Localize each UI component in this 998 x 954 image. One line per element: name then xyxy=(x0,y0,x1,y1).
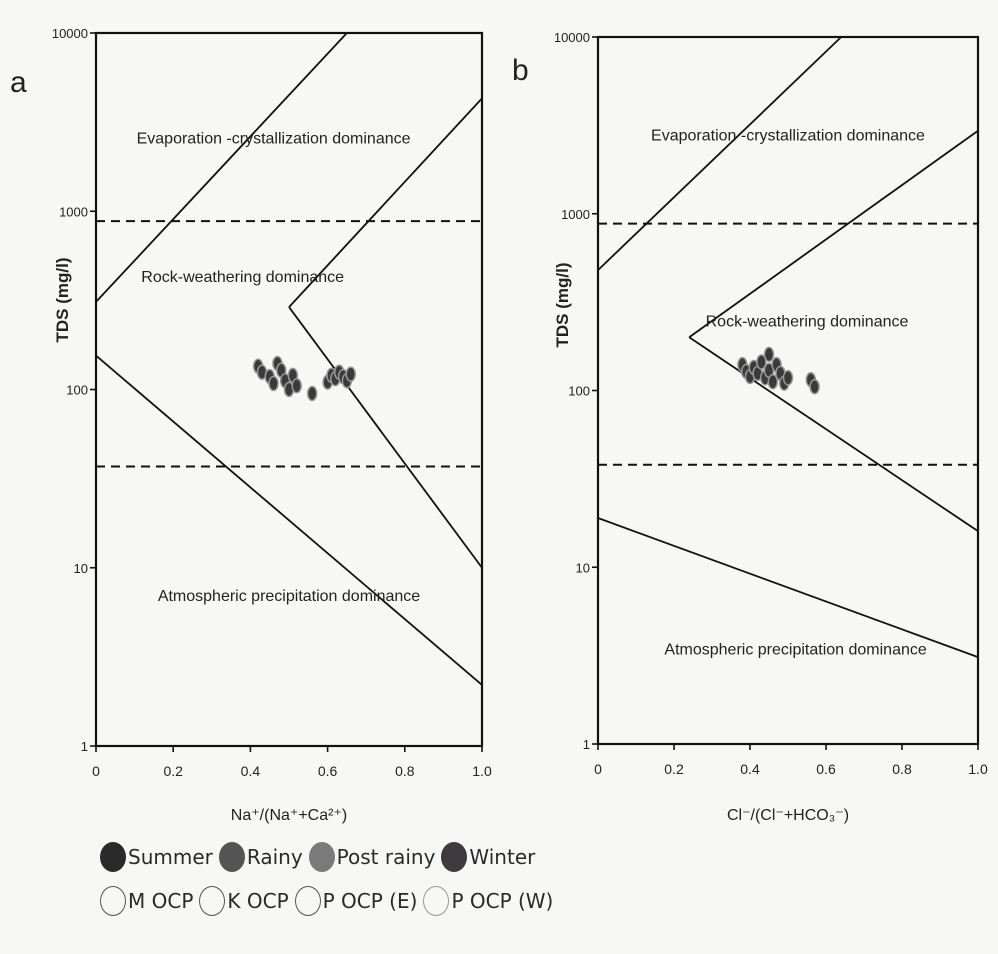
boundary-line xyxy=(688,336,979,532)
legend-label-rainy: Rainy xyxy=(246,845,303,869)
y-axis-label: TDS (mg/l) xyxy=(553,263,572,348)
x-tick-label: 0.8 xyxy=(395,763,415,779)
region-label: Evaporation -crystallization dominance xyxy=(651,127,925,144)
y-axis-label: TDS (mg/l) xyxy=(53,258,72,343)
legend-seasons: Summer Rainy Post rainy Winter xyxy=(100,840,700,874)
legend-item-winter: Winter xyxy=(441,842,535,872)
boundary-line xyxy=(95,354,483,686)
y-tick-label: 100 xyxy=(568,384,590,399)
post-rainy-marker-icon xyxy=(308,842,335,872)
data-point xyxy=(782,370,794,386)
y-tick-label: 10000 xyxy=(52,26,88,41)
y-tick-label: 10000 xyxy=(554,30,590,45)
legend-item-p-ocp-w: P OCP (W) xyxy=(423,886,553,916)
data-point xyxy=(767,374,779,390)
data-point xyxy=(345,366,357,382)
legend-label-p-ocp-w: P OCP (W) xyxy=(451,889,554,913)
data-point xyxy=(756,354,767,370)
m-ocp-marker-icon xyxy=(100,886,126,916)
legend-label-post-rainy: Post rainy xyxy=(336,845,436,869)
p-ocp-w-marker-icon xyxy=(423,886,450,916)
data-point xyxy=(268,375,279,392)
y-tick-label: 1000 xyxy=(561,207,590,222)
x-tick-label: 0.2 xyxy=(664,761,684,777)
y-tick-label: 10 xyxy=(576,560,590,575)
legend-label-p-ocp-e: P OCP (E) xyxy=(322,889,418,913)
panel-b: 1 10 100 1000 10000 0 0.2 0.4 0.6 0.8 1.0 Evaporati… xyxy=(512,30,988,824)
legend-locations: M OCP K OCP P OCP (E) P OCP (W) xyxy=(100,884,700,918)
x-tick-label: 0 xyxy=(92,763,100,779)
legend-item-m-ocp: M OCP xyxy=(100,886,193,916)
boundary-line xyxy=(688,129,979,339)
legend-item-summer: Summer xyxy=(100,842,213,872)
data-point xyxy=(763,346,775,363)
y-tick-label: 10 xyxy=(74,561,88,576)
panel-a: 1 10 100 1000 10000 0 0.2 0.4 0.6 0.8 1.0 Evaporati… xyxy=(10,26,492,824)
region-label: Atmospheric precipitation dominance xyxy=(664,642,926,659)
k-ocp-marker-icon xyxy=(199,886,226,916)
p-ocp-e-marker-icon xyxy=(294,886,321,916)
boundary-line xyxy=(288,306,483,569)
legend-label-m-ocp: M OCP xyxy=(128,889,194,913)
x-tick-label: 1.0 xyxy=(472,763,492,779)
summer-marker-icon xyxy=(100,842,126,872)
legend-label-winter: Winter xyxy=(469,845,536,869)
x-tick-label: 0.8 xyxy=(892,761,912,777)
y-tick-label: 1 xyxy=(81,739,88,754)
y-tick-label: 1000 xyxy=(59,204,88,219)
x-axis-label: Na⁺/(Na⁺+Ca²⁺) xyxy=(231,807,347,824)
x-tick-label: 0.2 xyxy=(163,763,183,779)
x-tick-label: 0 xyxy=(594,761,602,777)
boundary-line xyxy=(597,36,842,271)
panel-letter: b xyxy=(512,54,529,87)
y-tick-label: 1 xyxy=(583,737,590,752)
legend-item-post-rainy: Post rainy xyxy=(308,842,436,872)
x-axis-label: Cl⁻/(Cl⁻+HCO₃⁻) xyxy=(727,807,849,824)
x-tick-label: 0.6 xyxy=(816,761,836,777)
x-tick-label: 1.0 xyxy=(968,761,988,777)
panel-letter: a xyxy=(10,66,27,99)
x-tick-label: 0.4 xyxy=(241,763,261,779)
legend-item-rainy: Rainy xyxy=(218,842,303,872)
legend-label-summer: Summer xyxy=(128,845,213,869)
legend-item-k-ocp: K OCP xyxy=(199,886,289,916)
rainy-marker-icon xyxy=(218,842,245,872)
y-tick-label: 100 xyxy=(66,383,88,398)
region-label: Rock-weathering dominance xyxy=(141,269,344,286)
boundary-line xyxy=(95,32,348,303)
boundary-line xyxy=(288,97,483,308)
data-point xyxy=(809,379,820,395)
winter-marker-icon xyxy=(441,842,468,872)
x-tick-label: 0.4 xyxy=(740,761,760,777)
x-tick-label: 0.6 xyxy=(318,763,338,779)
region-label: Rock-weathering dominance xyxy=(706,314,909,331)
legend-item-p-ocp-e: P OCP (E) xyxy=(294,886,418,916)
boundary-line xyxy=(597,517,979,658)
data-point xyxy=(306,385,318,402)
region-label: Atmospheric precipitation dominance xyxy=(158,588,420,605)
legend-label-k-ocp: K OCP xyxy=(227,889,289,913)
region-label: Evaporation -crystallization dominance xyxy=(137,130,411,147)
data-point xyxy=(291,377,302,394)
